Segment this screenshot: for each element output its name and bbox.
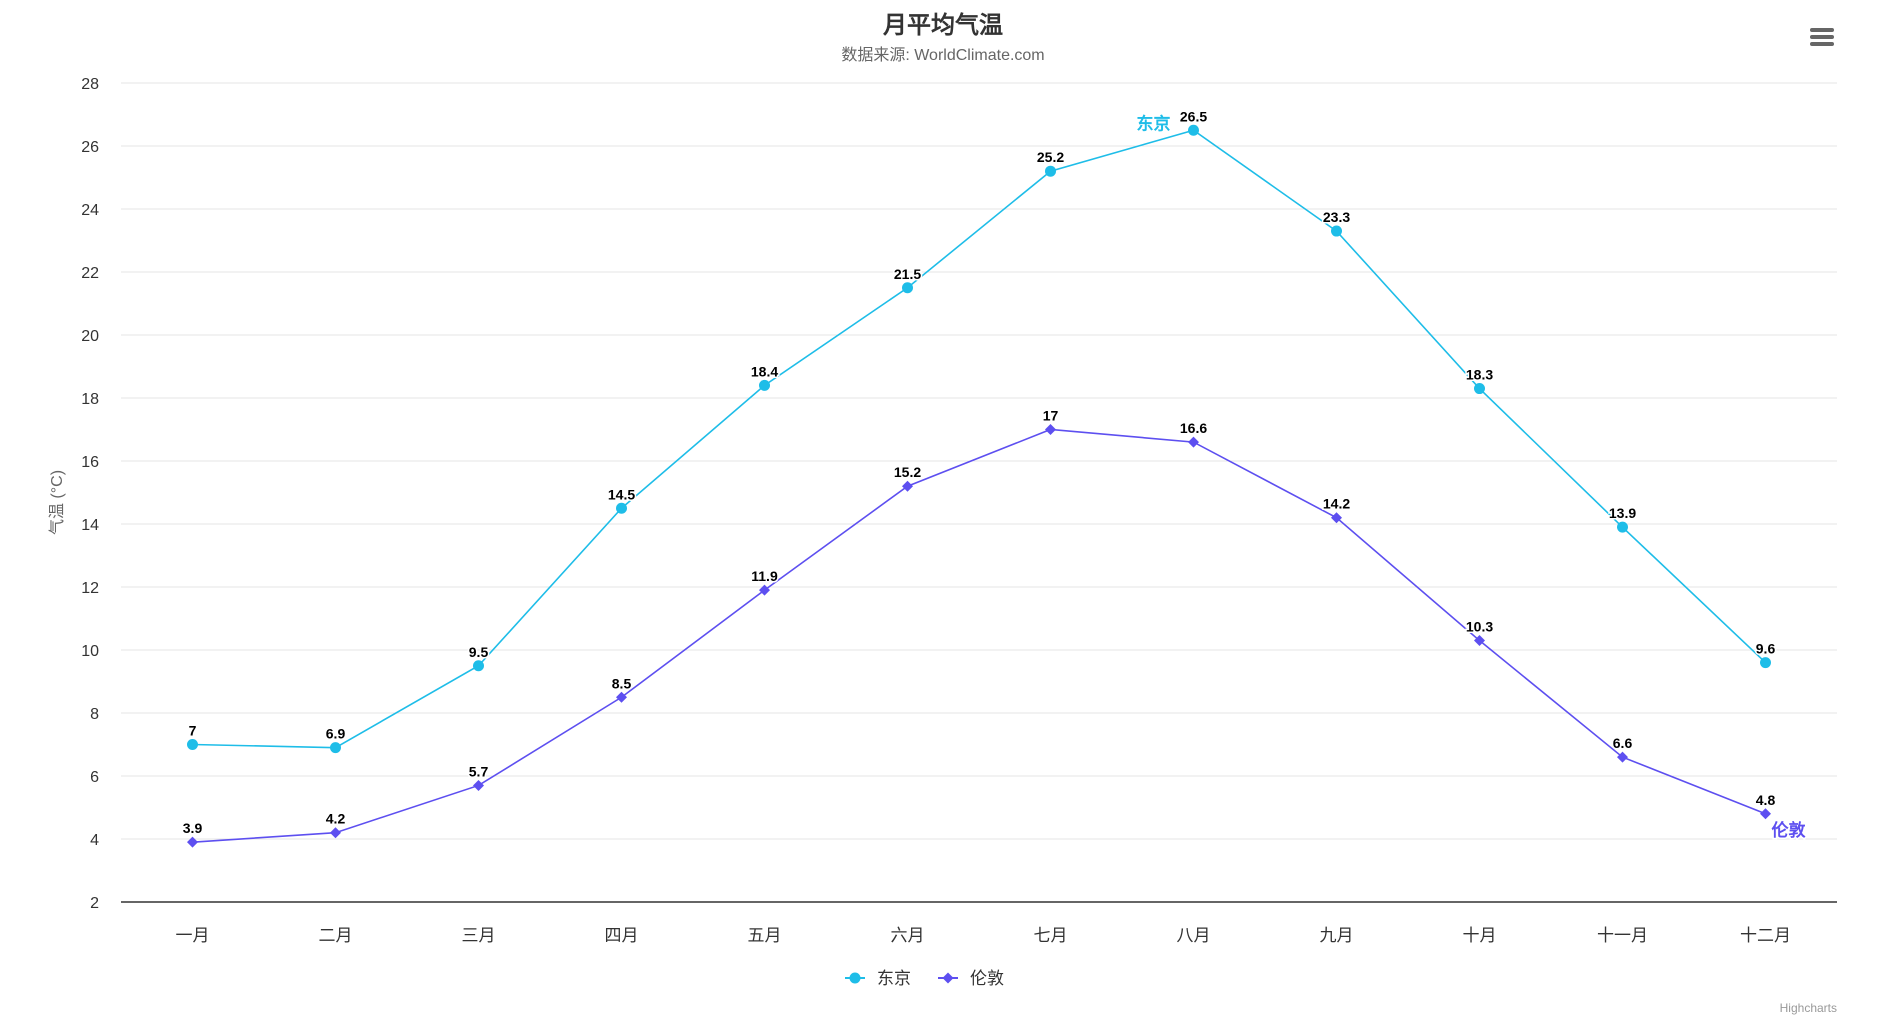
data-label: 8.5 [612, 675, 632, 691]
data-label: 4.8 [1756, 792, 1776, 808]
x-tick-label: 三月 [462, 926, 496, 945]
data-label: 9.6 [1756, 641, 1776, 657]
y-tick-label: 26 [81, 139, 99, 156]
data-point-marker[interactable] [1617, 521, 1628, 533]
data-point-marker[interactable] [473, 779, 484, 791]
data-label: 16.6 [1180, 420, 1207, 436]
data-point-marker[interactable] [187, 739, 198, 750]
y-tick-label: 8 [90, 706, 99, 723]
data-point-marker[interactable] [902, 282, 913, 294]
data-point-marker[interactable] [330, 742, 341, 754]
legend-label: 伦敦 [970, 969, 1004, 988]
data-point-marker[interactable] [1188, 436, 1199, 448]
series-line-0 [192, 129, 1767, 749]
y-tick-label: 22 [81, 265, 99, 282]
y-tick-label: 2 [90, 895, 99, 912]
data-label: 15.2 [894, 464, 921, 480]
data-label: 17 [1043, 408, 1059, 424]
data-label: 10.3 [1466, 619, 1493, 635]
data-label: 18.4 [751, 363, 778, 379]
chart-title: 月平均气温 [882, 11, 1003, 39]
x-tick-label: 二月 [319, 926, 353, 945]
data-point-marker[interactable] [1760, 808, 1771, 820]
data-label: 14.5 [608, 486, 635, 502]
data-label: 26.5 [1180, 108, 1207, 124]
data-point-marker[interactable] [1188, 124, 1199, 136]
data-label: 25.2 [1037, 149, 1064, 165]
y-tick-label: 10 [81, 643, 99, 660]
data-point-marker[interactable] [759, 379, 770, 391]
data-label: 6.6 [1613, 735, 1633, 751]
data-point-marker[interactable] [1474, 635, 1485, 647]
chart-menu-button[interactable] [1800, 18, 1844, 56]
data-point-marker[interactable] [759, 584, 770, 596]
y-tick-label: 20 [81, 328, 99, 345]
data-point-marker[interactable] [1045, 424, 1056, 435]
data-label: 11.9 [751, 568, 778, 584]
data-label: 13.9 [1609, 505, 1636, 521]
data-point-marker[interactable] [1331, 225, 1342, 237]
data-label: 7 [189, 723, 197, 739]
data-point-marker[interactable] [1045, 165, 1056, 177]
x-tick-label: 十二月 [1740, 926, 1791, 945]
x-tick-label: 八月 [1177, 926, 1211, 945]
y-axis-title: 气温 (°C) [48, 470, 66, 535]
chart-subtitle: 数据来源: WorldClimate.com [841, 46, 1044, 64]
y-tick-label: 12 [81, 580, 99, 597]
x-tick-label: 十一月 [1597, 926, 1648, 945]
data-label: 5.7 [469, 763, 489, 779]
y-tick-label: 28 [81, 76, 99, 93]
credits-link[interactable]: Highcharts [1780, 1001, 1837, 1015]
data-point-marker[interactable] [473, 660, 484, 672]
legend-item-0[interactable]: 东京 [845, 969, 911, 988]
data-label: 23.3 [1323, 209, 1350, 225]
legend-label: 东京 [877, 969, 911, 988]
hamburger-menu-icon [1810, 28, 1834, 46]
data-label: 4.2 [326, 811, 346, 827]
x-tick-label: 七月 [1034, 926, 1068, 945]
y-tick-label: 16 [81, 454, 99, 471]
legend-item-1[interactable]: 伦敦 [938, 969, 1004, 988]
series-name-label: 伦敦 [1772, 820, 1807, 840]
series-line-1 [192, 428, 1766, 843]
data-point-marker[interactable] [1474, 383, 1485, 395]
y-tick-label: 4 [90, 832, 99, 849]
series-name-label: 东京 [1137, 113, 1171, 133]
x-tick-label: 一月 [176, 926, 210, 945]
legend-marker [849, 972, 861, 984]
data-label: 6.9 [326, 726, 346, 742]
data-point-marker[interactable] [1331, 512, 1342, 524]
data-point-marker[interactable] [902, 480, 913, 492]
data-point-marker[interactable] [1617, 751, 1628, 763]
legend-marker [942, 972, 954, 984]
data-label: 18.3 [1466, 367, 1493, 383]
x-tick-label: 六月 [891, 926, 925, 945]
data-label: 9.5 [469, 644, 489, 660]
y-tick-label: 6 [90, 769, 99, 786]
data-point-marker[interactable] [1760, 657, 1771, 669]
y-tick-label: 14 [81, 517, 99, 534]
x-tick-label: 四月 [605, 926, 639, 945]
x-tick-label: 十月 [1463, 926, 1497, 945]
data-label: 3.9 [183, 820, 203, 836]
x-tick-label: 九月 [1320, 926, 1354, 945]
y-tick-label: 24 [81, 202, 99, 219]
data-label: 14.2 [1323, 496, 1350, 512]
data-label: 21.5 [894, 266, 921, 282]
x-tick-label: 五月 [748, 926, 782, 945]
data-point-marker[interactable] [616, 502, 627, 514]
data-point-marker[interactable] [330, 827, 341, 839]
data-point-marker[interactable] [616, 691, 627, 703]
data-point-marker[interactable] [187, 836, 198, 848]
y-tick-label: 18 [81, 391, 99, 408]
